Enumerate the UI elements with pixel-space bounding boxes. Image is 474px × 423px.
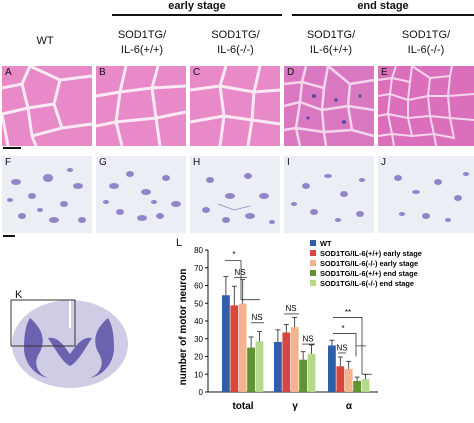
bar — [328, 345, 336, 392]
legend-label: SOD1TG/IL-6(+/+) end stage — [320, 269, 418, 278]
legend-label: SOD1TG/IL-6(+/+) early stage — [320, 249, 422, 258]
bar — [230, 305, 239, 392]
y-tick-label: 20 — [194, 353, 203, 362]
nissl-micrograph-j: J — [378, 156, 474, 233]
he-micrograph-a: A — [2, 66, 92, 146]
panel-letter: F — [5, 157, 12, 168]
spinal-cord-graphic — [10, 299, 128, 388]
significance-ns: NS — [251, 313, 262, 322]
nissl-cells-graphic — [202, 173, 275, 224]
legend-label: SOD1TG/IL-6(-/-) end stage — [320, 279, 414, 288]
muscle-fibers-graphic — [96, 66, 186, 146]
he-micrograph-c: C — [190, 66, 280, 146]
y-axis-label: number of motor neuron — [178, 269, 189, 386]
bar — [353, 380, 361, 392]
significance-double-star: ** — [345, 308, 351, 317]
muscle-fibers-graphic — [190, 66, 280, 146]
muscle-fibers-graphic — [378, 66, 474, 146]
x-tick-label: total — [232, 401, 253, 412]
bar — [222, 295, 230, 392]
panel-letter: D — [287, 67, 295, 78]
bar — [299, 359, 307, 392]
x-tick-label: γ — [292, 401, 298, 412]
y-tick-label: 0 — [199, 388, 204, 397]
significance-star: * — [232, 250, 235, 259]
significance-bracket — [225, 260, 260, 301]
significance-bracket — [333, 333, 366, 357]
bar — [247, 347, 255, 392]
y-tick-label: 70 — [194, 264, 203, 273]
column-header-early-mm: SOD1TG/ IL-6(-/-) — [211, 29, 260, 56]
legend-swatch — [310, 270, 316, 276]
legend-swatch — [310, 280, 316, 286]
spinal-cord-section — [8, 298, 130, 392]
nissl-micrograph-g: G — [96, 156, 186, 233]
panel-letter: C — [193, 67, 201, 78]
bar — [238, 303, 247, 392]
he-micrograph-b: B — [96, 66, 186, 146]
nissl-cells-graphic — [394, 172, 469, 222]
panel-letter: A — [5, 67, 12, 78]
x-tick-label: α — [346, 401, 353, 412]
panel-letter-k: K — [15, 289, 23, 301]
legend-swatch — [310, 240, 316, 246]
column-header-end-pp: SOD1TG/ IL-6(+/+) — [306, 29, 356, 56]
significance-ns: NS — [234, 268, 245, 277]
panel-letter: E — [381, 67, 388, 78]
bar — [336, 366, 345, 392]
bar — [307, 353, 316, 392]
he-micrograph-e: E — [378, 66, 474, 146]
panel-letter: I — [287, 157, 290, 168]
column-header-wt: WT — [36, 35, 54, 47]
panel-letter: G — [99, 157, 107, 168]
bar — [290, 327, 299, 392]
bar — [282, 332, 291, 392]
early-stage-rule — [112, 14, 282, 16]
scale-bar-he — [3, 147, 21, 149]
muscle-fibers-graphic — [284, 66, 374, 146]
legend-swatch — [310, 260, 316, 266]
significance-star: * — [341, 324, 344, 333]
column-header-end-mm: SOD1TG/ IL-6(-/-) — [401, 29, 451, 56]
y-tick-label: 50 — [194, 299, 203, 308]
end-stage-rule — [292, 14, 474, 16]
nissl-cells-graphic — [103, 171, 181, 221]
nissl-cells-graphic — [291, 174, 365, 222]
bar-chart: number of motor neuron 0 10 20 30 40 50 60 70 80… — [168, 239, 474, 418]
y-tick-label: 80 — [194, 246, 203, 255]
panel-letter-l: L — [176, 237, 183, 249]
nissl-micrograph-h: H — [190, 156, 280, 233]
nissl-micrograph-i: I — [284, 156, 374, 233]
significance-bracket — [333, 317, 372, 375]
nissl-micrograph-f: F — [2, 156, 92, 233]
legend-label: SOD1TG/IL-6(-/-) early stage — [320, 259, 418, 268]
significance-ns: NS — [285, 304, 296, 313]
significance-ns: NS — [302, 334, 313, 343]
y-tick-label: 60 — [194, 282, 203, 291]
bar — [255, 341, 264, 392]
bar — [344, 368, 353, 392]
panel-letter: H — [193, 157, 201, 168]
legend-label: WT — [320, 240, 332, 248]
panel-letter: B — [99, 67, 106, 78]
bar-chart-svg: number of motor neuron 0 10 20 30 40 50 60 70 80… — [178, 239, 422, 412]
column-header-early-pp: SOD1TG/ IL-6(+/+) — [117, 29, 167, 56]
nissl-cells-graphic — [7, 168, 86, 223]
significance-ns: NS — [336, 343, 347, 352]
y-tick-label: 30 — [194, 335, 203, 344]
early-stage-label: early stage — [168, 0, 226, 12]
bar — [361, 379, 370, 392]
panel-letter: J — [381, 157, 386, 168]
legend-swatch — [310, 250, 316, 256]
he-micrograph-d: D — [284, 66, 374, 146]
scale-bar-nissl — [3, 235, 15, 237]
end-stage-label: end stage — [357, 0, 409, 12]
muscle-fibers-graphic — [2, 66, 92, 146]
bar — [274, 341, 282, 392]
y-tick-label: 10 — [194, 370, 203, 379]
y-tick-label: 40 — [194, 317, 203, 326]
